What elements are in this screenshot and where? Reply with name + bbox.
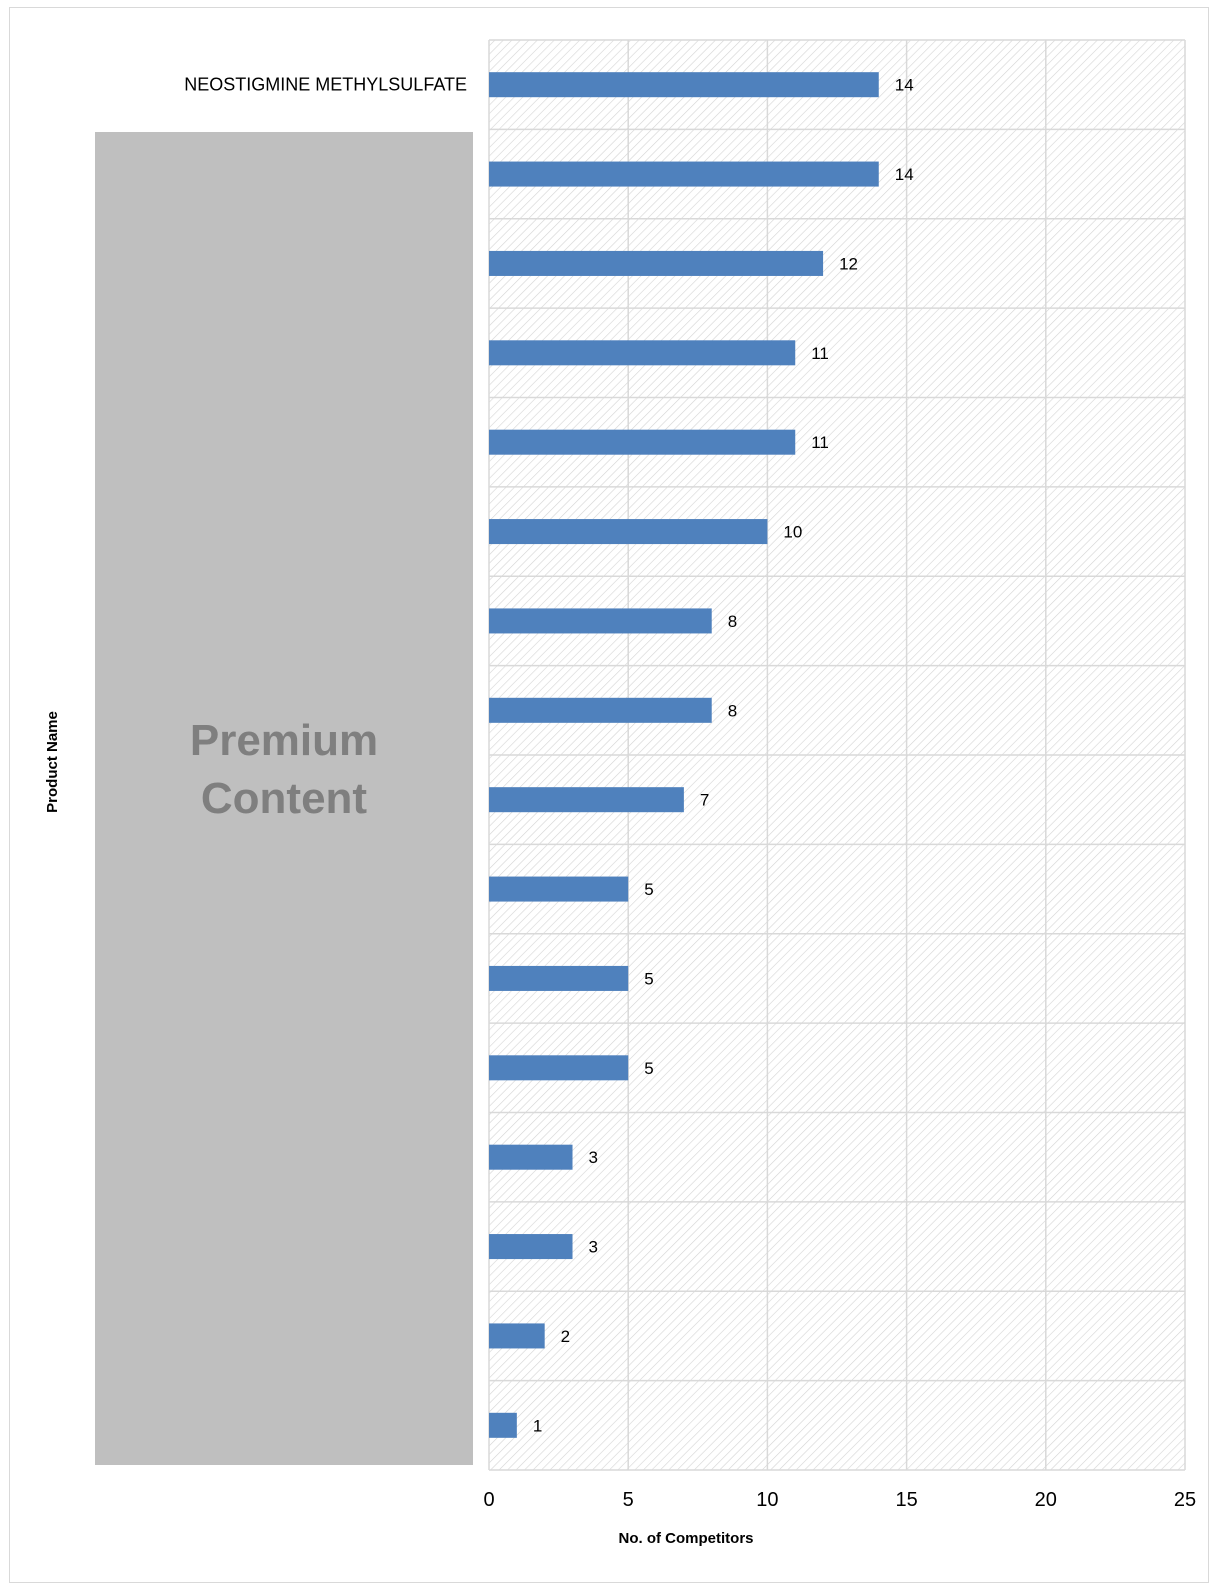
data-label-6: 8 — [728, 612, 737, 631]
data-label-0: 14 — [895, 76, 914, 95]
premium-line-2: Content — [200, 774, 368, 823]
bar-5 — [489, 519, 768, 545]
data-label-2: 12 — [839, 254, 858, 273]
data-labels: 14 14 12 11 11 10 8 8 7 5 5 5 3 3 2 1 — [533, 76, 914, 1436]
bar-15 — [489, 1412, 517, 1438]
bar-9 — [489, 876, 629, 902]
x-tick-label-5: 25 — [1174, 1489, 1196, 1511]
data-label-4: 11 — [811, 433, 829, 452]
bars — [489, 72, 879, 1438]
data-label-5: 10 — [783, 523, 802, 542]
bar-3 — [489, 340, 796, 366]
data-label-11: 5 — [644, 1059, 653, 1078]
x-tick-label-3: 15 — [895, 1489, 917, 1511]
category-label-0: NEOSTIGMINE METHYLSULFATE — [184, 75, 467, 95]
x-axis-title: No. of Competitors — [619, 1530, 754, 1547]
data-label-14: 2 — [561, 1327, 570, 1346]
data-label-10: 5 — [644, 969, 653, 988]
bar-11 — [489, 1055, 629, 1081]
x-tick-label-2: 10 — [756, 1489, 778, 1511]
data-label-8: 7 — [700, 791, 709, 810]
x-tick-labels: 0 5 10 15 20 25 — [483, 1489, 1196, 1511]
bar-13 — [489, 1234, 573, 1260]
bar-4 — [489, 429, 796, 455]
premium-line-1: Premium — [189, 716, 379, 765]
data-label-7: 8 — [728, 701, 737, 720]
x-tick-label-0: 0 — [483, 1489, 494, 1511]
data-label-9: 5 — [644, 880, 653, 899]
x-tick-label-4: 20 — [1035, 1489, 1057, 1511]
data-label-15: 1 — [533, 1416, 542, 1435]
premium-content-overlay: Premium Content — [95, 132, 473, 1465]
gridlines — [488, 39, 1186, 1471]
bar-8 — [489, 787, 684, 813]
bar-0 — [489, 72, 879, 98]
bar-10 — [489, 965, 629, 991]
bar-1 — [489, 161, 879, 187]
bar-12 — [489, 1144, 573, 1170]
bar-7 — [489, 697, 712, 723]
bar-14 — [489, 1323, 545, 1349]
data-label-3: 11 — [811, 344, 829, 363]
y-tick-labels: NEOSTIGMINE METHYLSULFATE — [184, 75, 467, 95]
premium-content-label: Premium Content — [95, 712, 473, 828]
x-tick-label-1: 5 — [623, 1489, 634, 1511]
data-label-1: 14 — [895, 165, 914, 184]
y-axis-title: Product Name — [44, 711, 61, 813]
bar-6 — [489, 608, 712, 634]
data-label-13: 3 — [589, 1238, 598, 1257]
bar-2 — [489, 250, 824, 276]
data-label-12: 3 — [589, 1148, 598, 1167]
